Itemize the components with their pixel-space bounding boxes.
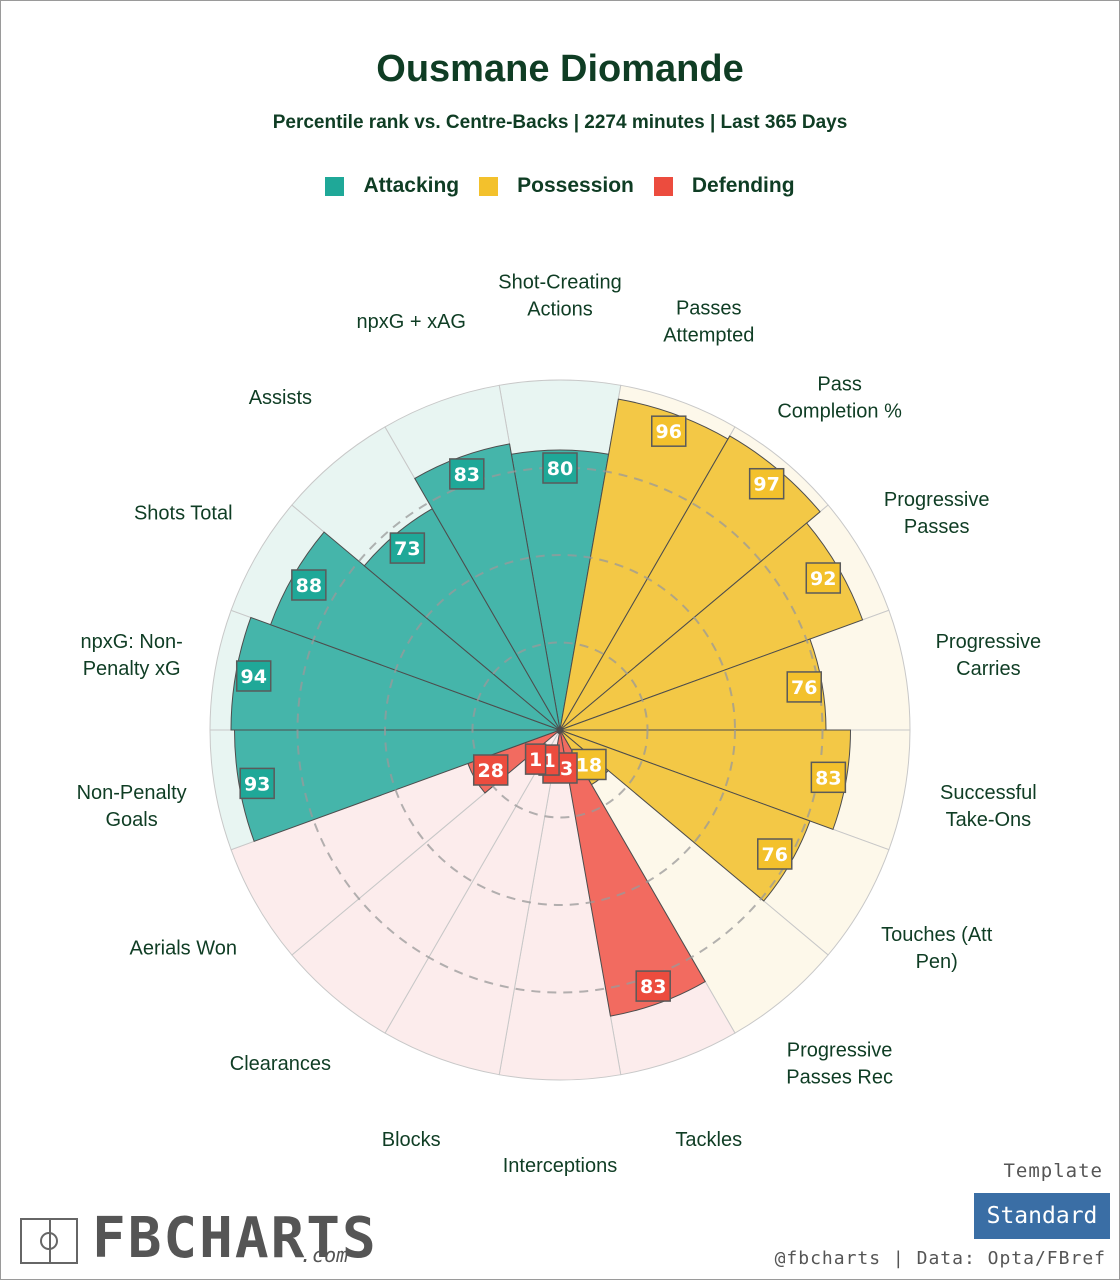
category-label-passes-attempted: Passes Attempted bbox=[663, 298, 754, 347]
category-label-pass-completion: Pass Completion % bbox=[777, 373, 902, 422]
legend-label-attacking: Attacking bbox=[363, 174, 460, 197]
category-label-shots-total: Shots Total bbox=[134, 503, 233, 525]
value-label-successful-take-ons: 83 bbox=[815, 767, 841, 789]
category-label-blocks: Blocks bbox=[382, 1129, 441, 1151]
chart-subtitle: Percentile rank vs. Centre-Backs | 2274 … bbox=[272, 112, 848, 133]
value-label-passes-attempted: 96 bbox=[656, 421, 682, 443]
legend-swatch-attacking bbox=[325, 176, 345, 196]
legend-label-possession: Possession bbox=[517, 174, 634, 197]
value-label-shots-total: 88 bbox=[296, 575, 322, 597]
legend-item-possession: Possession bbox=[479, 174, 634, 198]
template-label: Template bbox=[1003, 1160, 1103, 1182]
value-label-tackles: 83 bbox=[640, 976, 666, 998]
chart-title: Ousmane Diomande bbox=[376, 48, 744, 90]
category-label-assists: Assists bbox=[249, 387, 312, 409]
category-label-progressive-passes-rec: Progressive Passes Rec bbox=[786, 1040, 893, 1089]
value-badge-npxg-non-penalty-xg bbox=[235, 660, 272, 692]
value-badge-pass-completion bbox=[748, 467, 785, 500]
brand-logo-text: FBCHARTS bbox=[92, 1206, 378, 1271]
pizza-chart: 8096979276837618831311289394887383Shot-C… bbox=[77, 272, 1042, 1178]
value-label-progressive-carries: 76 bbox=[791, 677, 817, 699]
category-label-shot-creating-actions: Shot-Creating Actions bbox=[498, 272, 621, 321]
value-label-assists: 73 bbox=[394, 538, 420, 560]
category-label-aerials-won: Aerials Won bbox=[130, 938, 237, 960]
category-label-successful-take-ons: Successful Take-Ons bbox=[940, 782, 1037, 831]
value-badge-non-penalty-goals bbox=[239, 767, 275, 800]
value-badge-tackles bbox=[635, 970, 671, 1002]
value-badge-passes-attempted bbox=[651, 415, 687, 447]
category-label-tackles: Tackles bbox=[675, 1129, 742, 1151]
category-label-clearances: Clearances bbox=[230, 1053, 331, 1075]
value-badge-shot-creating-actions bbox=[542, 452, 578, 484]
grid-ring-1 bbox=[471, 641, 649, 819]
category-label-interceptions: Interceptions bbox=[503, 1155, 618, 1177]
value-label-clearances: 1 bbox=[529, 749, 542, 771]
category-label-npxg-non-penalty-xg: npxG: Non-Penalty xG bbox=[80, 631, 182, 680]
bar-npxg-xag bbox=[414, 443, 561, 731]
value-label-non-penalty-goals: 93 bbox=[244, 773, 270, 795]
template-standard-button[interactable]: Standard bbox=[974, 1193, 1110, 1239]
grid-ring-2 bbox=[384, 554, 736, 906]
legend-item-defending: Defending bbox=[653, 174, 795, 198]
value-badge-successful-take-ons bbox=[810, 761, 847, 794]
value-badge-shots-total bbox=[291, 569, 327, 601]
category-label-npxg-xag: npxG + xAG bbox=[356, 311, 466, 333]
value-label-pass-completion: 97 bbox=[753, 474, 779, 496]
value-badge-aerials-won bbox=[472, 754, 509, 786]
value-badge-touches-att-pen bbox=[757, 838, 793, 870]
category-label-non-penalty-goals: Non-Penalty Goals bbox=[77, 782, 187, 831]
pitch-logo-icon bbox=[20, 1218, 78, 1264]
category-label-touches-att-pen: Touches (Att Pen) bbox=[881, 924, 993, 973]
value-badge-progressive-passes bbox=[805, 562, 842, 594]
brand-logo-suffix: .com bbox=[300, 1243, 349, 1267]
value-label-progressive-passes-rec: 18 bbox=[576, 754, 602, 776]
value-badge-assists bbox=[389, 532, 426, 564]
value-badge-clearances bbox=[524, 743, 547, 775]
data-credit: @fbcharts | Data: Opta/FBref bbox=[774, 1248, 1106, 1269]
bar-tackles bbox=[559, 729, 706, 1017]
legend-item-attacking: Attacking bbox=[325, 174, 459, 198]
legend-swatch-defending bbox=[653, 176, 673, 196]
category-label-progressive-carries: Progressive Carries bbox=[936, 631, 1042, 680]
legend-swatch-possession bbox=[479, 176, 499, 196]
value-badge-progressive-carries bbox=[786, 671, 822, 703]
value-label-shot-creating-actions: 80 bbox=[547, 458, 573, 480]
value-label-npxg-xag: 83 bbox=[454, 464, 480, 486]
value-badge-npxg-xag bbox=[449, 458, 485, 490]
value-label-aerials-won: 28 bbox=[477, 760, 503, 782]
value-label-touches-att-pen: 76 bbox=[762, 844, 788, 866]
category-label-progressive-passes: Progressive Passes bbox=[884, 489, 990, 538]
legend: Attacking Possession Defending bbox=[0, 174, 1120, 198]
legend-label-defending: Defending bbox=[691, 174, 795, 197]
value-label-progressive-passes: 92 bbox=[810, 568, 836, 590]
value-label-npxg-non-penalty-xg: 94 bbox=[240, 666, 266, 688]
